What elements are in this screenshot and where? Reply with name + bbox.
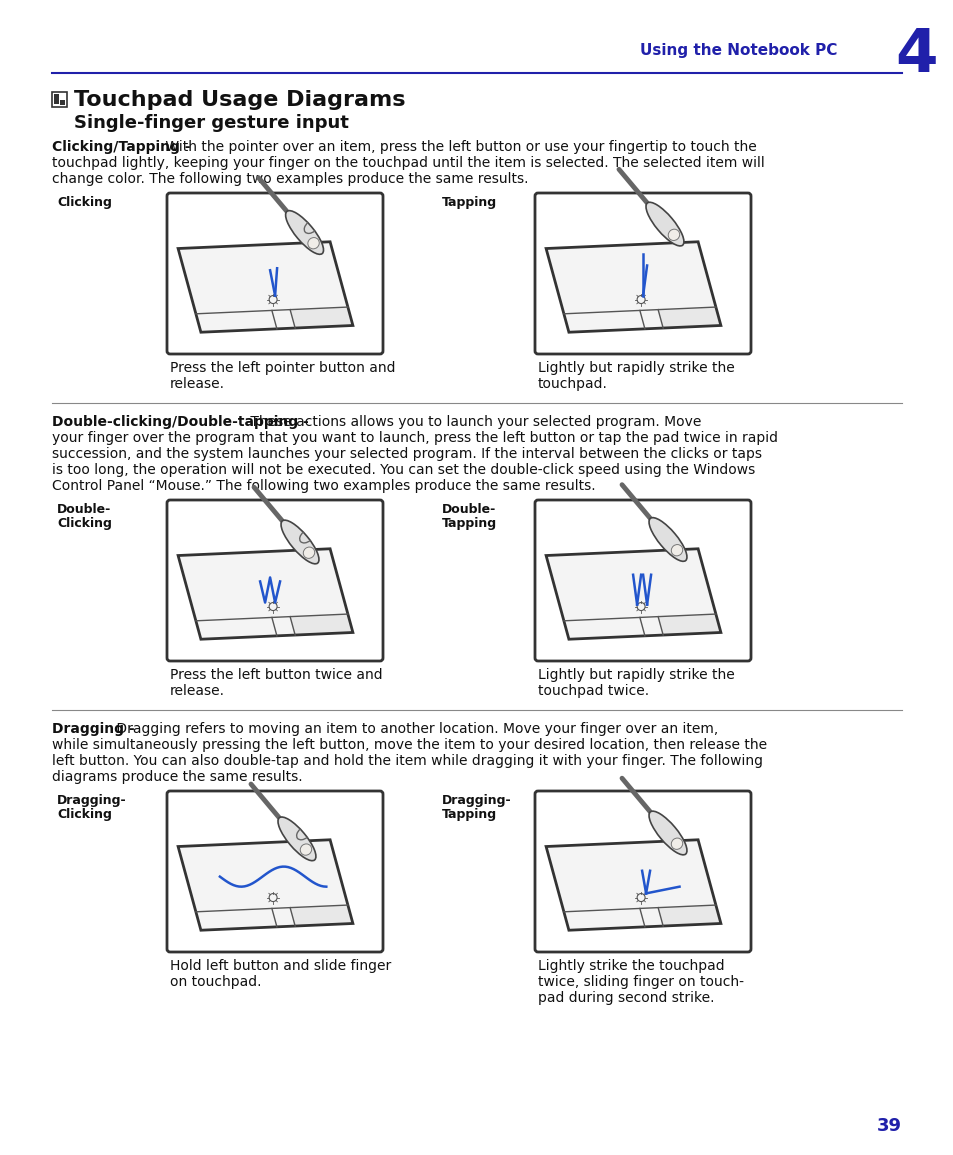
Text: Tapping: Tapping — [441, 808, 497, 821]
Text: Press the left pointer button and: Press the left pointer button and — [170, 362, 395, 375]
Text: Dragging-: Dragging- — [441, 793, 511, 807]
Bar — [54, 94, 59, 104]
FancyBboxPatch shape — [167, 791, 382, 952]
Polygon shape — [290, 906, 353, 926]
Text: diagrams produce the same results.: diagrams produce the same results. — [52, 770, 302, 784]
FancyBboxPatch shape — [535, 193, 750, 353]
Text: Single-finger gesture input: Single-finger gesture input — [74, 114, 349, 132]
Text: release.: release. — [170, 377, 225, 392]
Text: release.: release. — [170, 684, 225, 698]
Text: Press the left button twice and: Press the left button twice and — [170, 668, 382, 681]
Text: Clicking: Clicking — [57, 808, 112, 821]
Ellipse shape — [300, 844, 312, 855]
Ellipse shape — [671, 839, 682, 849]
FancyBboxPatch shape — [167, 193, 382, 353]
Text: while simultaneously pressing the left button, move the item to your desired loc: while simultaneously pressing the left b… — [52, 738, 766, 752]
Text: These actions allows you to launch your selected program. Move: These actions allows you to launch your … — [245, 415, 700, 429]
Text: Lightly but rapidly strike the: Lightly but rapidly strike the — [537, 362, 734, 375]
Text: Dragging refers to moving an item to another location. Move your finger over an : Dragging refers to moving an item to ano… — [112, 722, 718, 736]
FancyBboxPatch shape — [535, 791, 750, 952]
Text: Using the Notebook PC: Using the Notebook PC — [639, 43, 837, 58]
Text: touchpad lightly, keeping your finger on the touchpad until the item is selected: touchpad lightly, keeping your finger on… — [52, 156, 764, 170]
Polygon shape — [290, 614, 353, 635]
Text: Touchpad Usage Diagrams: Touchpad Usage Diagrams — [74, 90, 405, 110]
Ellipse shape — [648, 811, 686, 855]
Polygon shape — [545, 840, 720, 930]
Text: touchpad.: touchpad. — [537, 377, 607, 392]
Text: Tapping: Tapping — [441, 196, 497, 209]
Ellipse shape — [645, 202, 683, 246]
Text: is too long, the operation will not be executed. You can set the double-click sp: is too long, the operation will not be e… — [52, 463, 755, 477]
Text: Dragging -: Dragging - — [52, 722, 134, 736]
Polygon shape — [658, 614, 720, 635]
Text: your finger over the program that you want to launch, press the left button or t: your finger over the program that you wa… — [52, 431, 778, 445]
Text: Clicking/Tapping -: Clicking/Tapping - — [52, 140, 191, 154]
Text: Control Panel “Mouse.” The following two examples produce the same results.: Control Panel “Mouse.” The following two… — [52, 479, 595, 493]
Text: pad during second strike.: pad during second strike. — [537, 991, 714, 1005]
Polygon shape — [178, 549, 353, 639]
Text: 4: 4 — [894, 25, 937, 84]
Text: With the pointer over an item, press the left button or use your fingertip to to: With the pointer over an item, press the… — [161, 140, 756, 154]
Polygon shape — [658, 307, 720, 328]
Ellipse shape — [308, 238, 319, 248]
Text: Hold left button and slide finger: Hold left button and slide finger — [170, 959, 391, 973]
Ellipse shape — [285, 210, 323, 254]
Text: Double-: Double- — [441, 502, 496, 516]
Ellipse shape — [277, 817, 315, 860]
Ellipse shape — [281, 520, 318, 564]
Text: twice, sliding finger on touch-: twice, sliding finger on touch- — [537, 975, 743, 989]
Text: Lightly strike the touchpad: Lightly strike the touchpad — [537, 959, 724, 973]
FancyBboxPatch shape — [167, 500, 382, 661]
Ellipse shape — [671, 544, 682, 556]
Polygon shape — [290, 307, 353, 328]
Text: on touchpad.: on touchpad. — [170, 975, 261, 989]
Text: Double-clicking/Double-tapping -: Double-clicking/Double-tapping - — [52, 415, 309, 429]
Text: left button. You can also double-tap and hold the item while dragging it with yo: left button. You can also double-tap and… — [52, 754, 762, 768]
Bar — [52, 92, 67, 107]
Text: succession, and the system launches your selected program. If the interval betwe: succession, and the system launches your… — [52, 447, 761, 461]
Polygon shape — [178, 840, 353, 930]
Ellipse shape — [648, 517, 686, 561]
Text: Tapping: Tapping — [441, 517, 497, 530]
Polygon shape — [178, 241, 353, 333]
Polygon shape — [545, 241, 720, 333]
Ellipse shape — [303, 547, 314, 558]
Text: Dragging-: Dragging- — [57, 793, 127, 807]
Polygon shape — [658, 906, 720, 926]
Text: Double-: Double- — [57, 502, 112, 516]
Bar — [60, 100, 65, 105]
Ellipse shape — [667, 229, 679, 240]
Polygon shape — [545, 549, 720, 639]
Text: touchpad twice.: touchpad twice. — [537, 684, 648, 698]
Text: Clicking: Clicking — [57, 196, 112, 209]
Text: Clicking: Clicking — [57, 517, 112, 530]
FancyBboxPatch shape — [535, 500, 750, 661]
Text: Lightly but rapidly strike the: Lightly but rapidly strike the — [537, 668, 734, 681]
Text: 39: 39 — [876, 1117, 901, 1135]
Text: change color. The following two examples produce the same results.: change color. The following two examples… — [52, 172, 528, 186]
